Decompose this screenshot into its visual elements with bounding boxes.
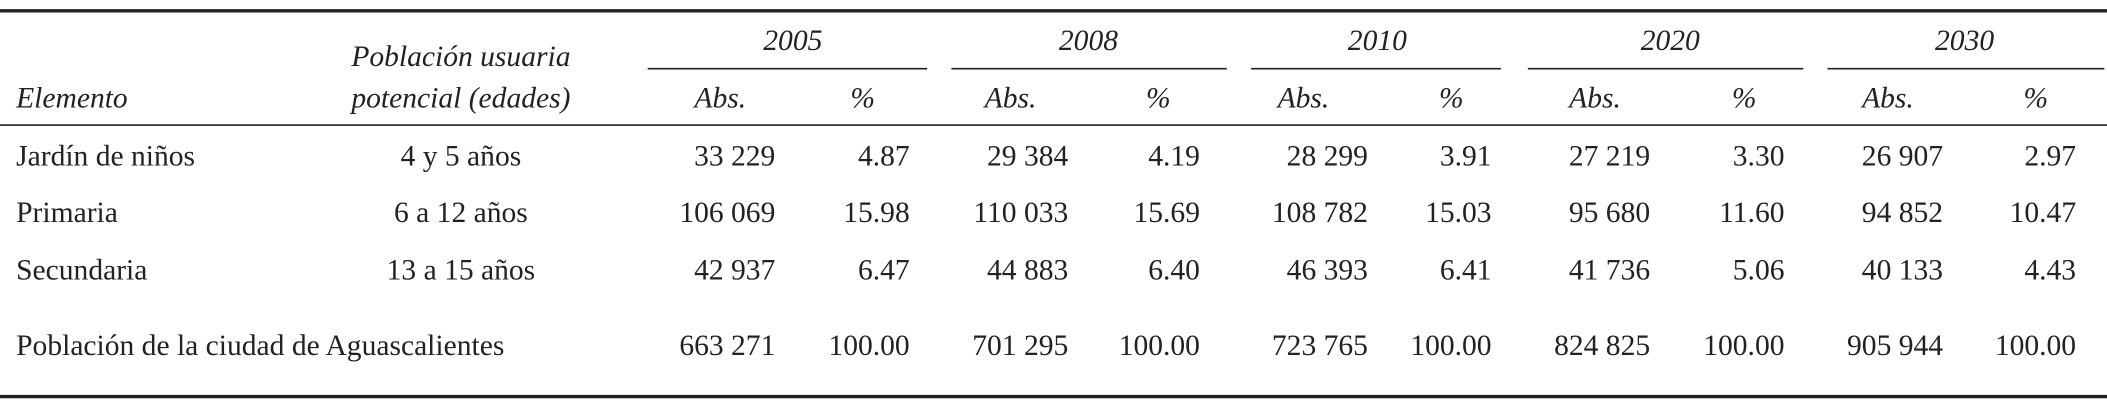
row-element: Secundaria — [16, 255, 147, 287]
sub-header: % — [1146, 83, 1171, 115]
cell: 15.03 — [1425, 197, 1491, 229]
cell: 28 299 — [1287, 140, 1368, 172]
header-element: Elemento — [15, 83, 128, 115]
cell: 10.47 — [2010, 197, 2076, 229]
cell: 40 133 — [1862, 255, 1943, 287]
header-population: Población usuaria — [350, 41, 570, 73]
cell: 44 883 — [987, 255, 1068, 287]
row-ages: 6 a 12 años — [394, 197, 528, 229]
cell: 100.00 — [828, 330, 909, 362]
sub-header: Abs. — [692, 83, 746, 115]
cell: 5.06 — [1733, 255, 1785, 287]
cell: 15.98 — [843, 197, 909, 229]
cell: 110 033 — [973, 197, 1068, 229]
row-ages: 4 y 5 años — [401, 140, 522, 172]
cell: 4.87 — [858, 140, 910, 172]
cell: 11.60 — [1719, 197, 1784, 229]
cell: 723 765 — [1272, 330, 1368, 362]
sub-header: Abs. — [1860, 83, 1914, 115]
cell: 33 229 — [694, 140, 775, 172]
row-element: Jardín de niños — [16, 140, 195, 172]
cell: 905 944 — [1847, 330, 1943, 362]
cell: 6.40 — [1148, 255, 1200, 287]
cell: 824 825 — [1554, 330, 1650, 362]
year-header: 2030 — [1935, 25, 1994, 57]
cell: 6.41 — [1440, 255, 1492, 287]
total-label: Población de la ciudad de Aguascalientes — [16, 330, 504, 362]
sub-header: % — [1439, 83, 1464, 115]
sub-header: % — [2023, 83, 2048, 115]
year-header: 2020 — [1641, 25, 1700, 57]
cell: 701 295 — [972, 330, 1068, 362]
cell: 100.00 — [1995, 330, 2076, 362]
cell: 15.69 — [1133, 197, 1199, 229]
sub-header: Abs. — [1567, 83, 1621, 115]
year-header: 2008 — [1059, 25, 1118, 57]
year-header: 2005 — [763, 25, 822, 57]
cell: 4.43 — [2024, 255, 2076, 287]
cell: 6.47 — [858, 255, 910, 287]
cell: 663 271 — [679, 330, 775, 362]
cell: 26 907 — [1862, 140, 1943, 172]
row-element: Primaria — [16, 197, 118, 229]
cell: 2.97 — [2024, 140, 2076, 172]
cell: 46 393 — [1287, 255, 1368, 287]
cell: 108 782 — [1272, 197, 1368, 229]
cell: 41 736 — [1569, 255, 1650, 287]
cell: 100.00 — [1703, 330, 1784, 362]
cell: 42 937 — [694, 255, 775, 287]
cell: 100.00 — [1410, 330, 1491, 362]
cell: 94 852 — [1862, 197, 1943, 229]
cell: 29 384 — [987, 140, 1068, 172]
header-population: potencial (edades) — [349, 83, 570, 115]
cell: 27 219 — [1569, 140, 1650, 172]
sub-header: % — [1732, 83, 1757, 115]
sub-header: Abs. — [1276, 83, 1330, 115]
row-ages: 13 a 15 años — [387, 255, 536, 287]
year-header: 2010 — [1348, 25, 1407, 57]
sub-header: Abs. — [983, 83, 1037, 115]
cell: 3.30 — [1733, 140, 1785, 172]
cell: 95 680 — [1569, 197, 1650, 229]
cell: 100.00 — [1119, 330, 1200, 362]
sub-header: % — [850, 83, 875, 115]
cell: 4.19 — [1148, 140, 1200, 172]
cell: 106 069 — [679, 197, 775, 229]
cell: 3.91 — [1440, 140, 1492, 172]
